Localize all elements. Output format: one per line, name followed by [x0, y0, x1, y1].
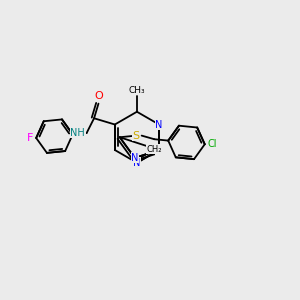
Text: Cl: Cl: [208, 139, 217, 149]
Text: O: O: [94, 91, 103, 101]
Text: F: F: [27, 133, 33, 143]
Text: CH₃: CH₃: [129, 86, 145, 95]
Text: N: N: [155, 119, 163, 130]
Text: S: S: [133, 130, 140, 141]
Text: CH₂: CH₂: [146, 145, 162, 154]
Text: NH: NH: [70, 128, 85, 138]
Text: N: N: [131, 153, 138, 163]
Text: N: N: [155, 145, 163, 155]
Text: N: N: [133, 158, 141, 168]
